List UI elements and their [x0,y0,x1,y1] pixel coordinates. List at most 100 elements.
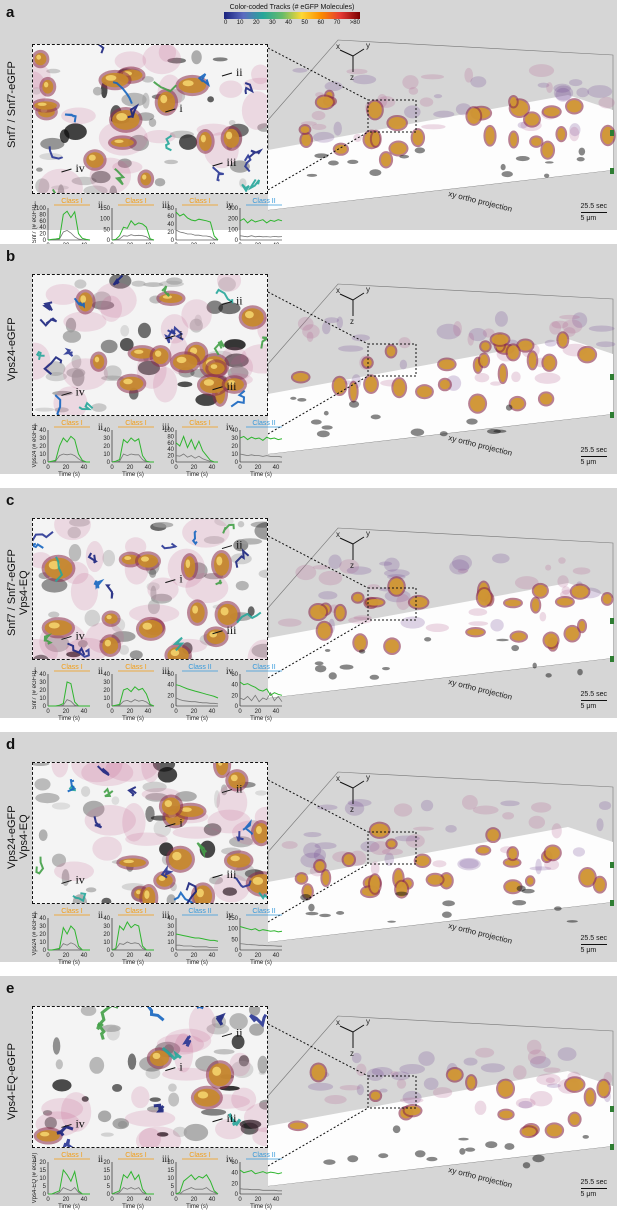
axis-gizmo: x y z [336,529,370,570]
y-tick: 20 [231,693,238,699]
y-tick: 0 [235,704,239,710]
background-trace [48,453,90,463]
y-tick: 0 [107,704,111,710]
y-tick: 40 [103,672,110,678]
x-tick: 0 [46,953,50,959]
svg-text:i: i [179,328,183,342]
x-tick: 40 [209,465,216,471]
svg-text:i: i [179,1060,183,1074]
ortho-projection-label: xy ortho projection [448,1165,514,1190]
class-label: Class II [188,908,211,915]
ortho-projection-label: xy ortho projection [448,189,514,214]
background-trace [176,1187,219,1195]
y-tick: 50 [231,937,238,943]
y-tick: 40 [231,683,238,689]
condition-label: Vps24-eGFP Vps4-EQ [6,805,30,869]
track-marker-i: i [165,101,183,115]
legend-tick: 50 [301,20,309,26]
class-label: Class I [125,420,146,427]
background-trace [239,943,282,947]
y-tick: 0 [235,238,239,244]
legend-title: Color-coded Tracks (# eGFP Molecules) [229,4,355,11]
svg-text:iii: iii [227,379,238,393]
trace-plot-iii: Class II iii 0 10 20 30 40 0 20 40 Time (s) [160,906,222,966]
svg-text:iv: iv [75,161,84,175]
scale-length: 5 μm [580,1191,597,1198]
y-tick: 20 [167,932,174,938]
background-trace [48,942,90,951]
x-tick: 40 [273,953,280,959]
volume-render: x y z xy ortho projection [268,976,617,1206]
y-tick: 30 [39,436,46,442]
plot-roman: iv [226,200,234,210]
intensity-trace [239,926,283,933]
scale-bar: 25.5 sec 5 μm [580,1178,607,1199]
scale-time: 25.5 sec [580,691,607,698]
svg-text:iii: iii [227,623,238,637]
condition-label: Snf7 / Snf7-eGFP Vps4-EQ [6,549,30,637]
x-tick: 0 [46,1197,50,1203]
x-tick: 20 [127,709,134,715]
plot-roman: iv [226,1154,234,1164]
y-tick: 0 [235,948,239,954]
y-tick: 0 [107,460,111,466]
y-tick: 60 [231,1160,238,1166]
volume-render: x y z xy ortho projection [268,0,617,230]
track-marker-iii: iii [212,155,238,169]
y-tick: 10 [167,1176,174,1182]
background-trace [176,944,218,948]
volume-render: x y z xy ortho projection [268,732,617,962]
y-tick: 30 [167,924,174,930]
y-tick: 30 [231,436,238,442]
intensity-trace [48,925,90,951]
x-tick: 0 [46,709,50,715]
y-tick: 0 [171,1192,175,1198]
x-tick: 20 [255,1197,262,1203]
y-tick: 30 [103,436,110,442]
y-tick: 10 [103,940,110,946]
y-tick: 30 [39,924,46,930]
condition-label: Vps24-eGFP [6,317,18,381]
x-axis-label: Time (s) [186,960,208,966]
svg-text:i: i [179,816,183,830]
y-tick: 150 [100,206,111,212]
legend-tick: 10 [236,20,244,26]
panel-letter: b [6,248,16,265]
y-tick: 20 [167,454,174,460]
trace-plot-ii: Class I ii 0 5 10 15 20 0 20 40 Time (s) [96,1150,158,1210]
svg-text:y: y [366,529,370,538]
color-legend: Color-coded Tracks (# eGFP Molecules) 0 1… [222,4,362,44]
intensity-trace [239,681,283,697]
panel-a: a Snf7 / Snf7-eGFP i ii iii iv x y z xy ortho pro… [0,0,617,256]
svg-text:z: z [350,805,354,814]
y-tick: 0 [107,238,111,244]
y-tick: 0 [107,1192,111,1198]
track-marker-iv: iv [61,384,85,398]
x-tick: 20 [191,953,198,959]
x-tick: 0 [110,1197,114,1203]
track-marker-ii: ii [221,294,243,308]
svg-text:iii: iii [227,155,238,169]
y-tick: 80 [167,206,174,212]
x-axis-label: Time (s) [250,960,272,966]
y-tick: 30 [103,924,110,930]
y-tick: 10 [167,940,174,946]
scale-line [580,700,607,701]
scale-time: 25.5 sec [580,203,607,210]
y-tick: 10 [39,940,46,946]
x-axis-label: Time (s) [58,472,80,478]
svg-text:x: x [336,774,340,783]
y-axis-label: Snf7 (# eGFP) [32,205,38,244]
y-tick: 40 [39,428,46,434]
class-label: Class I [125,664,146,671]
x-tick: 0 [110,709,114,715]
trace-plot-iii: Class II iii 0 20 40 60 0 20 40 Time (s) [160,662,222,722]
x-axis-label: Time (s) [122,472,144,478]
x-axis-label: Time (s) [122,1204,144,1210]
panel-letter: d [6,736,16,753]
x-tick: 0 [174,709,178,715]
